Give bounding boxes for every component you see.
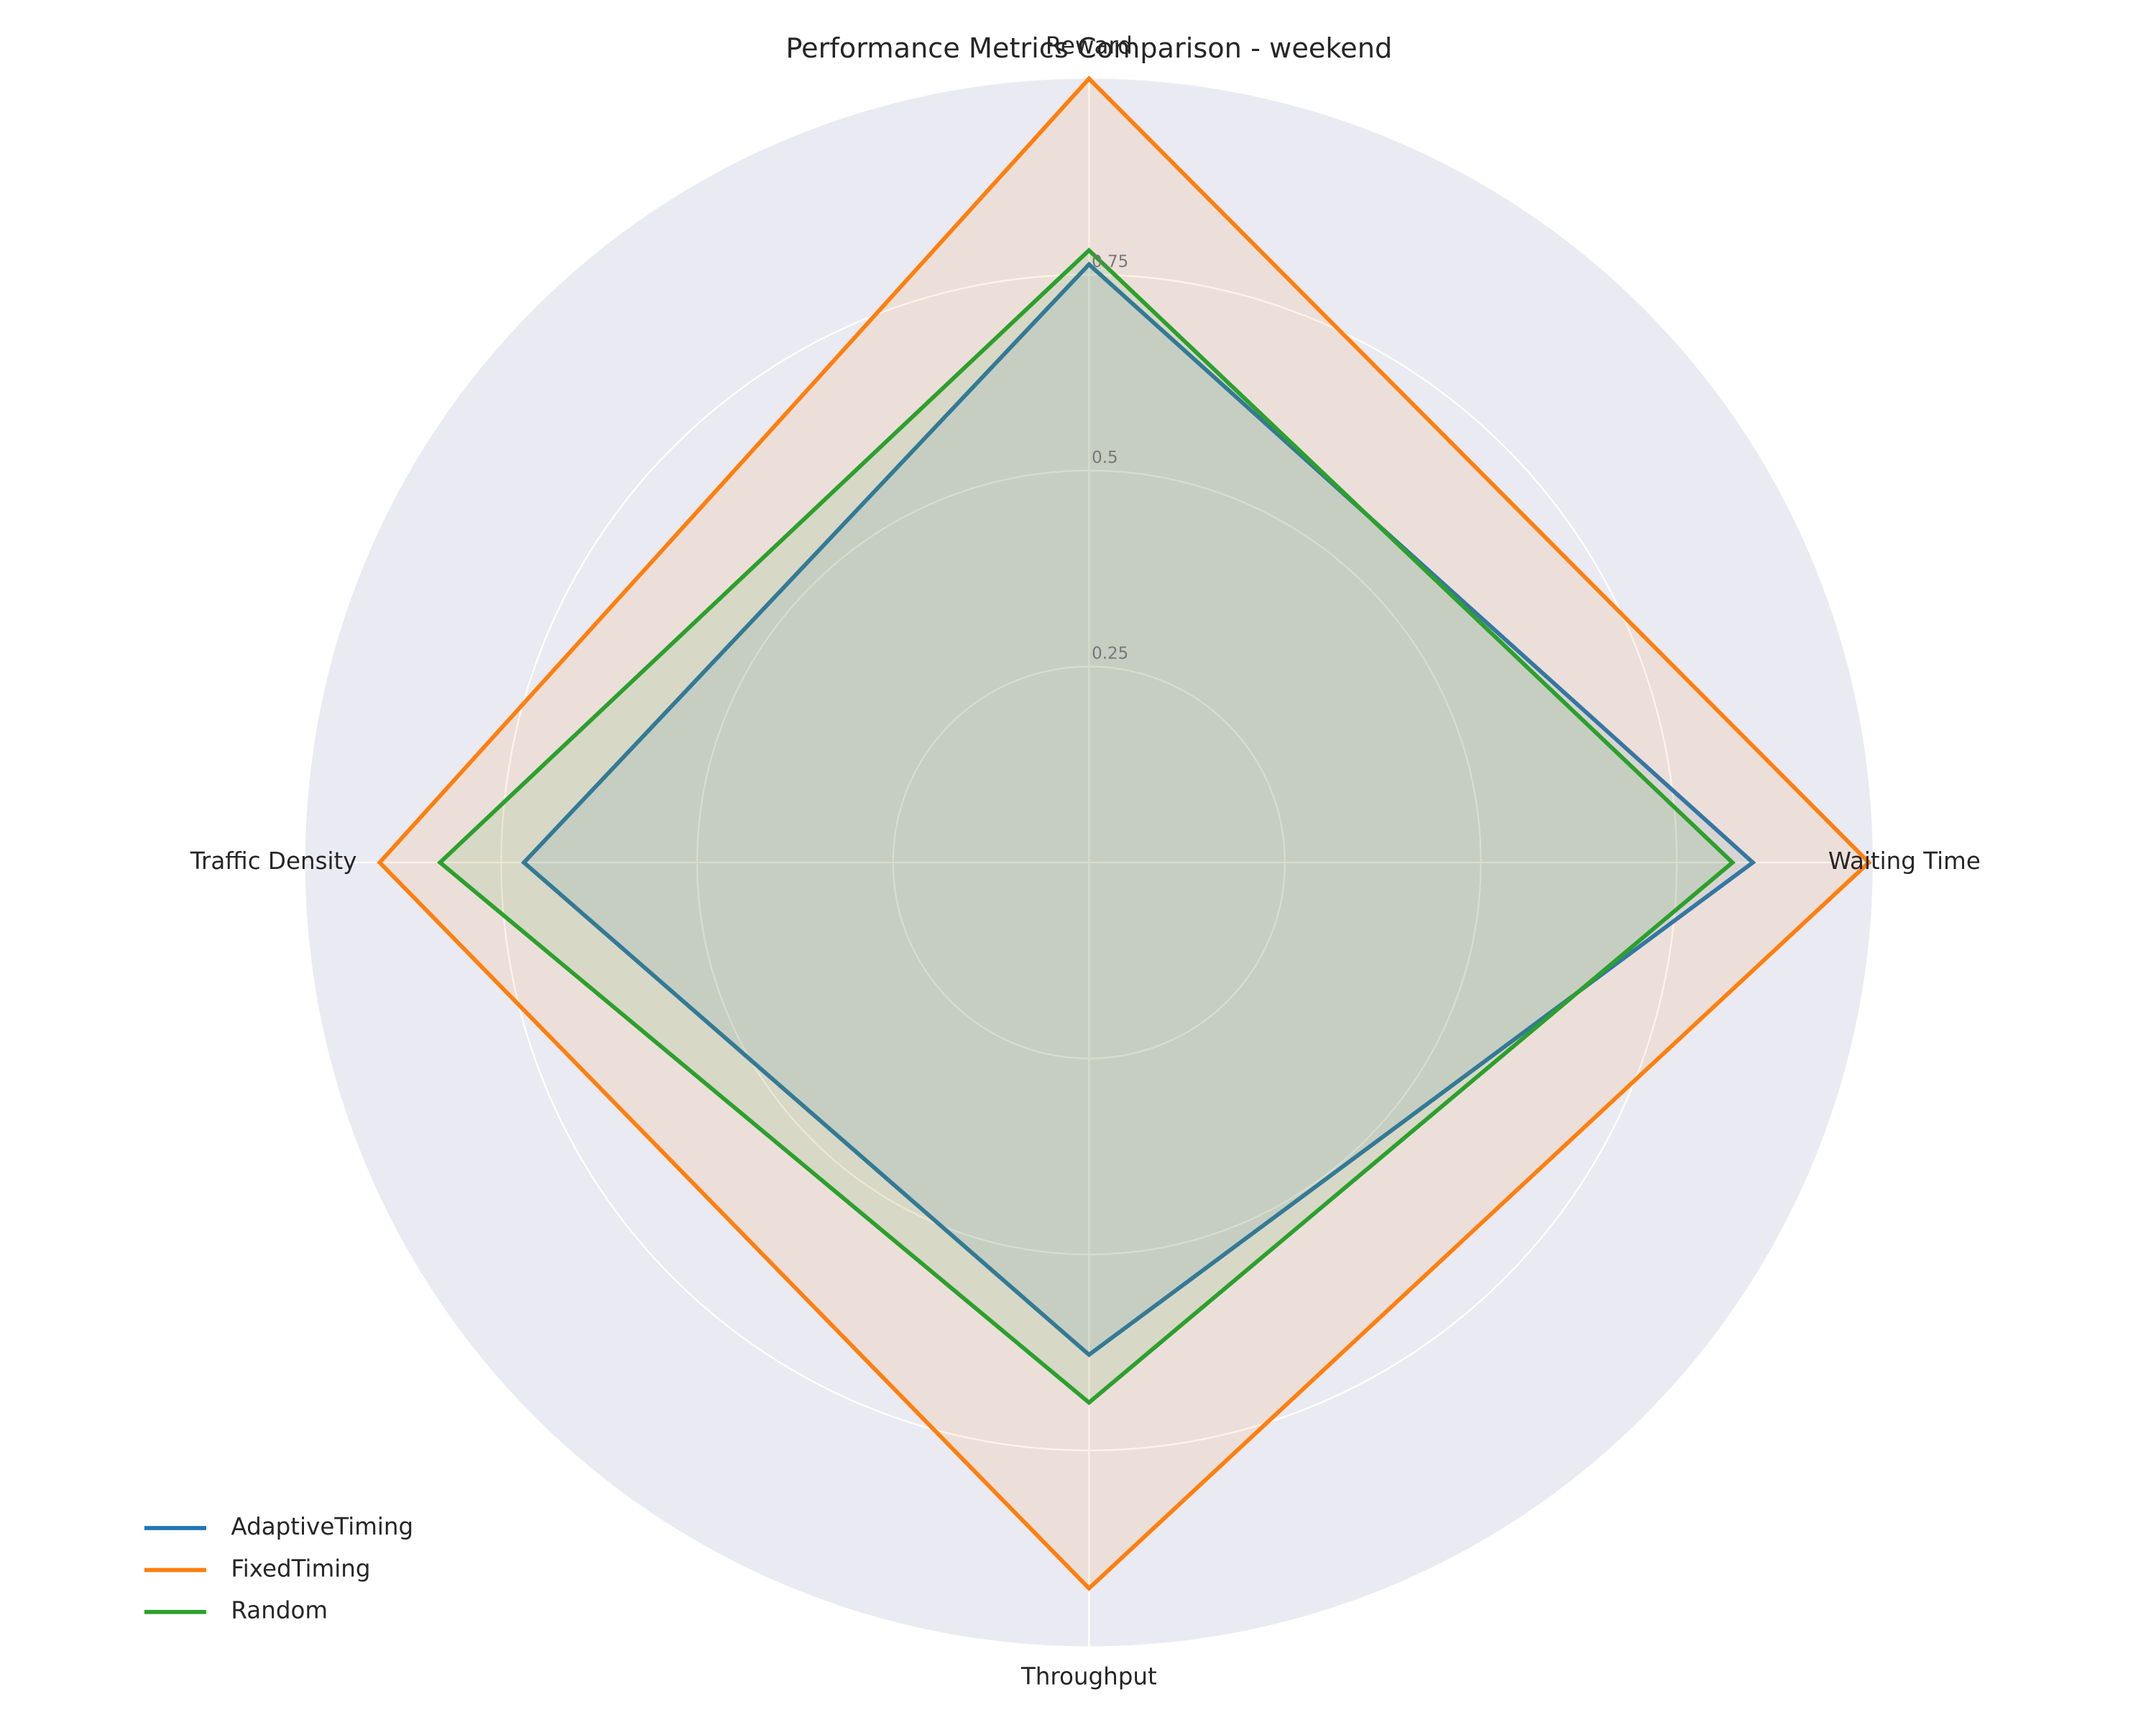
chart-title: Performance Metrics Comparison - weekend xyxy=(786,32,1392,65)
series-line xyxy=(377,75,1872,1591)
series-line xyxy=(436,247,1736,1406)
series-area xyxy=(524,264,1754,1355)
r-tick-label: 0.25 xyxy=(1092,645,1128,663)
axis-label: Throughput xyxy=(1021,1663,1157,1690)
series-area xyxy=(440,250,1733,1403)
legend: AdaptiveTiming FixedTiming Random xyxy=(144,1513,413,1624)
series xyxy=(377,75,1872,1591)
series-line xyxy=(520,261,1756,1358)
axis-label: Waiting Time xyxy=(1828,847,1981,875)
legend-label: AdaptiveTiming xyxy=(231,1513,413,1540)
labels: 0.25 0.5 0.75 Reward Waiting Time Throughput T… xyxy=(190,32,1981,1690)
series-area xyxy=(379,78,1869,1588)
legend-label: FixedTiming xyxy=(231,1555,370,1582)
r-tick-label: 0.5 xyxy=(1092,448,1118,467)
legend-label: Random xyxy=(231,1597,328,1624)
grid xyxy=(305,78,1873,1647)
r-tick-label: 0.75 xyxy=(1092,252,1128,271)
axis-label: Reward xyxy=(1046,32,1133,59)
axis-label: Traffic Density xyxy=(190,847,357,875)
